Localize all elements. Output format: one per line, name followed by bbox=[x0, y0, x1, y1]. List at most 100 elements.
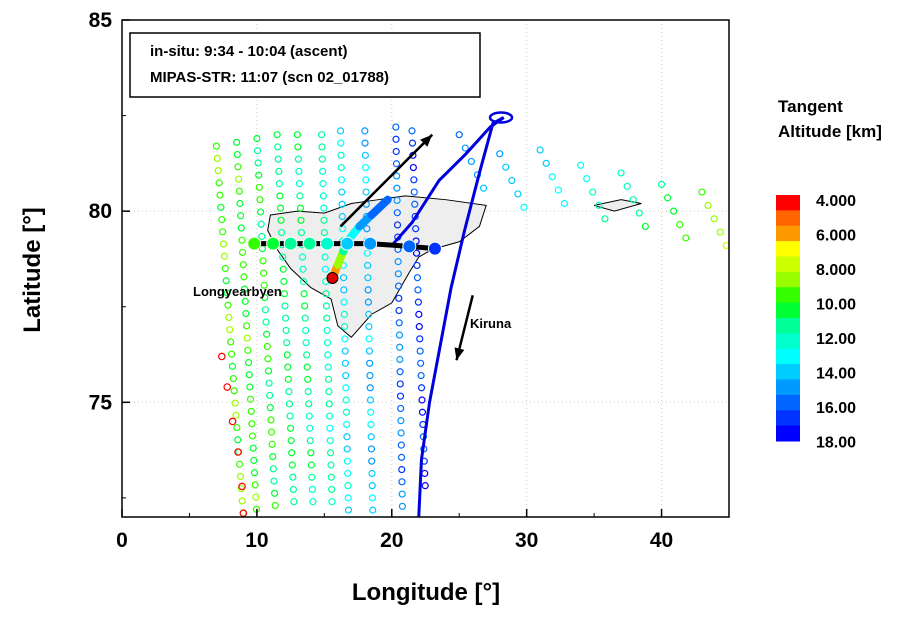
scan-point bbox=[296, 204, 305, 212]
scan-point bbox=[219, 228, 227, 236]
scan-point bbox=[283, 339, 291, 347]
scan-point bbox=[248, 432, 257, 440]
scan-point bbox=[343, 420, 351, 429]
scan-point bbox=[368, 482, 376, 490]
scan-point bbox=[418, 396, 426, 404]
colorbar-tick-label: 16.00 bbox=[816, 400, 856, 417]
scan-point bbox=[320, 216, 328, 224]
scan-point bbox=[361, 163, 370, 172]
scan-point bbox=[393, 172, 401, 180]
scan-point bbox=[397, 453, 406, 461]
scan-point bbox=[344, 482, 352, 490]
direction-arrows bbox=[339, 133, 474, 361]
scan-point bbox=[269, 465, 277, 473]
line-of-sight-point bbox=[340, 236, 355, 251]
flight-track-line bbox=[417, 116, 505, 518]
scan-point bbox=[364, 298, 372, 306]
scan-point bbox=[396, 392, 405, 400]
scan-point bbox=[397, 417, 405, 425]
colorbar-title-line-2: Altitude [km] bbox=[778, 122, 882, 141]
scan-point bbox=[414, 286, 422, 294]
scan-point bbox=[215, 179, 223, 187]
scan-point bbox=[257, 220, 265, 228]
scan-point bbox=[395, 294, 403, 302]
scan-point bbox=[393, 209, 401, 217]
scan-point bbox=[343, 433, 351, 441]
scan-tail-point bbox=[496, 150, 504, 158]
scan-tail-point bbox=[536, 146, 544, 154]
scan-point bbox=[226, 326, 234, 334]
colorbar-tick-label: 4.000 bbox=[816, 193, 856, 210]
scan-point bbox=[255, 183, 263, 192]
line-of-sight-point bbox=[247, 236, 262, 251]
scan-point bbox=[416, 347, 424, 355]
scan-point bbox=[239, 248, 247, 257]
scan-tail-point bbox=[698, 188, 706, 196]
scan-tail-point bbox=[595, 201, 603, 210]
scan-point bbox=[260, 281, 268, 289]
scan-point bbox=[344, 494, 352, 502]
scan-point bbox=[366, 359, 374, 367]
scan-point bbox=[246, 395, 255, 403]
scan-point bbox=[337, 176, 346, 184]
scan-point bbox=[261, 293, 269, 302]
scan-point bbox=[303, 351, 311, 359]
scan-point bbox=[268, 440, 276, 448]
scan-point bbox=[242, 322, 251, 330]
y-axis-label: Latitude [°] bbox=[19, 207, 46, 333]
scan-point bbox=[300, 290, 308, 298]
scan-point-low bbox=[223, 383, 232, 391]
scan-tail-point bbox=[455, 131, 463, 139]
scan-tail-point bbox=[520, 203, 528, 211]
flight-track bbox=[326, 111, 514, 518]
colorbar-swatch bbox=[776, 287, 800, 304]
scan-point bbox=[256, 208, 265, 216]
scan-point bbox=[321, 265, 330, 273]
scan-point bbox=[394, 270, 402, 278]
scan-point bbox=[327, 461, 335, 469]
scan-point bbox=[266, 391, 274, 400]
scan-point bbox=[231, 399, 239, 407]
scan-point bbox=[233, 423, 241, 432]
scan-point bbox=[415, 323, 423, 331]
scan-point bbox=[254, 159, 262, 167]
scan-point bbox=[305, 400, 313, 408]
colorbar-tick-label: 18.00 bbox=[816, 435, 856, 452]
colorbar-swatch bbox=[776, 302, 800, 319]
scan-point bbox=[417, 359, 425, 367]
colorbar-swatch bbox=[776, 271, 800, 288]
colorbar-swatch bbox=[776, 333, 800, 350]
scan-point bbox=[338, 200, 346, 208]
scan-point bbox=[289, 485, 297, 494]
info-box-line-2: MIPAS-STR: 11:07 (scn 02_01788) bbox=[150, 69, 389, 86]
scan-point bbox=[344, 506, 353, 514]
y-tick-label: 85 bbox=[89, 9, 113, 32]
scan-point bbox=[342, 396, 350, 404]
scan-tail-point bbox=[704, 201, 712, 210]
scan-tail-point bbox=[601, 215, 609, 223]
scan-point bbox=[288, 449, 296, 457]
scan-point bbox=[302, 326, 310, 335]
scan-point bbox=[412, 249, 421, 257]
scan-point bbox=[343, 445, 351, 453]
scan-point bbox=[342, 408, 351, 416]
scan-point bbox=[273, 131, 281, 139]
scan-point bbox=[224, 301, 232, 309]
scan-point bbox=[308, 473, 316, 481]
scan-point bbox=[259, 257, 267, 265]
scan-point bbox=[238, 236, 246, 244]
scan-point bbox=[327, 449, 335, 457]
line-of-sight-point bbox=[320, 236, 335, 251]
insitu-ascent-segment bbox=[367, 195, 392, 219]
scan-point bbox=[241, 297, 249, 305]
scan-point bbox=[282, 326, 290, 335]
scan-point bbox=[396, 368, 404, 376]
scan-point bbox=[307, 449, 315, 457]
scan-point bbox=[361, 151, 369, 159]
scan-point bbox=[230, 387, 238, 395]
x-tick-label: 20 bbox=[380, 529, 403, 552]
colorbar-swatch bbox=[776, 225, 800, 242]
scan-tail-point bbox=[635, 209, 643, 217]
scan-point bbox=[274, 155, 282, 163]
